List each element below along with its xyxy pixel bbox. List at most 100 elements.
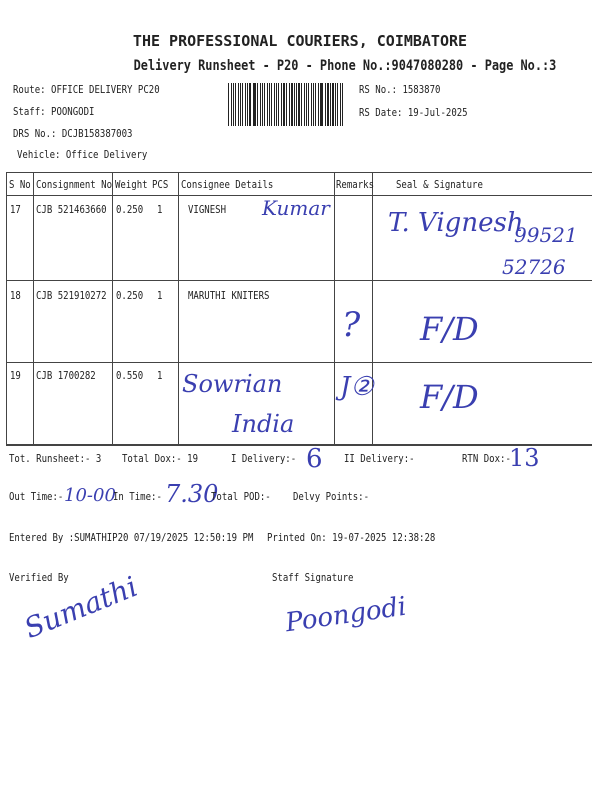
pcs: 1 xyxy=(157,369,163,382)
out-time: Out Time:- xyxy=(9,490,64,503)
barcode-bar xyxy=(254,83,257,126)
barcode-bar xyxy=(249,83,251,126)
consignee-handwriting: Sowrian xyxy=(182,370,283,398)
consignee-handwriting-2: India xyxy=(232,410,295,438)
consignee: VIGNESH xyxy=(188,203,227,216)
barcode-bar xyxy=(332,83,334,126)
barcode-bar xyxy=(277,83,279,126)
barcode-bar xyxy=(336,83,339,126)
barcode-bar xyxy=(247,83,249,126)
barcode-bar xyxy=(241,83,243,126)
tot-runsheet: Tot. Runsheet:- 3 xyxy=(9,452,102,465)
staff: Staff: POONGODI xyxy=(13,105,95,118)
col-consignee: Consignee Details xyxy=(181,178,274,191)
seal-handwriting: F/D xyxy=(420,378,479,416)
col-pcs: PCS xyxy=(152,178,169,191)
barcode-bar xyxy=(340,83,342,126)
barcode-bar xyxy=(270,83,273,126)
entered-by: Entered By :SUMATHIP20 07/19/2025 12:50:… xyxy=(9,531,254,544)
consignee: MARUTHI KNITERS xyxy=(188,289,270,302)
barcode-bar xyxy=(239,83,241,126)
barcode-bar xyxy=(283,83,286,126)
barcode-bar xyxy=(269,83,270,126)
barcode-bar xyxy=(311,83,313,126)
barcode-bar xyxy=(290,83,293,126)
barcode-bar xyxy=(276,83,277,126)
barcode-bar xyxy=(234,83,236,126)
weight: 0.550 xyxy=(116,369,144,382)
barcode-bar xyxy=(342,83,344,126)
consignee-handwriting: Kumar xyxy=(262,196,330,220)
barcode-bar xyxy=(260,83,261,126)
col-consignment: Consignment No xyxy=(36,178,113,191)
barcode-bar xyxy=(298,83,300,126)
printed-on: Printed On: 19-07-2025 12:38:28 xyxy=(267,531,436,544)
barcode-bar xyxy=(228,83,230,126)
barcode-bar xyxy=(252,83,254,126)
barcode-bar xyxy=(327,83,329,126)
remarks-handwriting: J② xyxy=(340,372,374,402)
col-weight: Weight xyxy=(115,178,148,191)
barcode-bar xyxy=(264,83,265,126)
barcode-bar xyxy=(321,83,324,126)
phone-handwriting: 99521 xyxy=(514,223,578,247)
barcode-bar xyxy=(274,83,276,126)
barcode-bar xyxy=(318,83,319,126)
barcode-bar xyxy=(334,83,336,126)
rs-date: RS Date: 19-Jul-2025 xyxy=(359,106,468,119)
barcode-bar xyxy=(237,83,239,126)
staff-signature: Poongodi xyxy=(283,591,409,639)
sno: 19 xyxy=(10,369,21,382)
barcode-bar xyxy=(280,83,283,126)
barcode-bar xyxy=(293,83,295,126)
barcode-bar xyxy=(300,83,303,126)
delvy-points: Delvy Points:- xyxy=(293,490,370,503)
seal-handwriting: F/D xyxy=(420,310,479,348)
company-title: THE PROFESSIONAL COURIERS, COIMBATORE xyxy=(132,32,468,50)
out-time-handwriting: 10-00 xyxy=(64,485,116,506)
i-delivery-handwriting: 6 xyxy=(306,444,323,474)
barcode-bar xyxy=(313,83,315,126)
barcode-bar xyxy=(325,83,327,126)
barcode-bar xyxy=(305,83,307,126)
barcode-bar xyxy=(257,83,259,126)
weight: 0.250 xyxy=(116,289,144,302)
phone-handwriting-2: 52726 xyxy=(502,255,566,279)
pcs: 1 xyxy=(157,289,163,302)
barcode-bar xyxy=(329,83,331,126)
in-time-handwriting: 7.30 xyxy=(165,480,219,508)
barcode-bar xyxy=(307,83,310,126)
barcode-bar xyxy=(304,83,305,126)
pcs: 1 xyxy=(157,203,163,216)
runsheet-subtitle: Delivery Runsheet - P20 - Phone No.:9047… xyxy=(133,58,557,74)
ii-delivery: II Delivery:- xyxy=(344,452,415,465)
consignment-no: CJB 1700282 xyxy=(36,369,96,382)
col-sno: S No xyxy=(9,178,31,191)
drs-number: DRS No.: DCJB158387003 xyxy=(13,127,133,140)
barcode-bar xyxy=(261,83,263,126)
signature-handwriting: T. Vignesh xyxy=(388,208,524,238)
route: Route: OFFICE DELIVERY PC20 xyxy=(13,83,160,96)
col-remarks: Remarks xyxy=(336,178,375,191)
verified-by-label: Verified By xyxy=(9,571,69,584)
weight: 0.250 xyxy=(116,203,144,216)
barcode-bar xyxy=(244,83,247,126)
barcode-bar xyxy=(288,83,290,126)
consignment-no: CJB 521463660 xyxy=(36,203,107,216)
in-time: In Time:- xyxy=(113,490,162,503)
sno: 18 xyxy=(10,289,21,302)
rs-number: RS No.: 1583870 xyxy=(359,83,441,96)
sno: 17 xyxy=(10,203,21,216)
barcode-bar xyxy=(233,83,234,126)
barcode-bar xyxy=(315,83,317,126)
total-dox: Total Dox:- 19 xyxy=(122,452,199,465)
barcode-bar xyxy=(231,83,233,126)
total-pod: Total POD:- xyxy=(211,490,271,503)
col-seal-signature: Seal & Signature xyxy=(396,178,483,191)
i-delivery: I Delivery:- xyxy=(231,452,297,465)
staff-signature-label: Staff Signature xyxy=(272,571,354,584)
barcode xyxy=(228,83,344,126)
rtn-dox: RTN Dox:- xyxy=(462,452,511,465)
consignment-no: CJB 521910272 xyxy=(36,289,107,302)
vehicle: Vehicle: Office Delivery xyxy=(17,148,148,161)
